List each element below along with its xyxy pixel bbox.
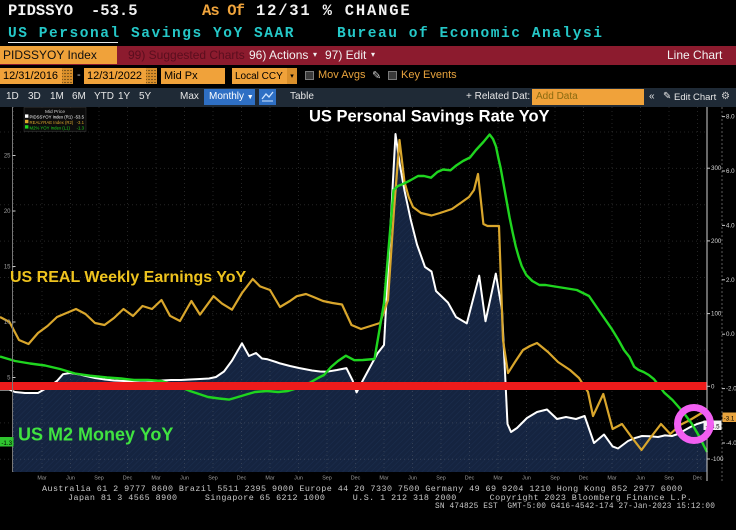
svg-text:-2.0: -2.0 <box>726 386 736 393</box>
svg-text:-3.1: -3.1 <box>724 416 735 423</box>
svg-text:-1.3: -1.3 <box>77 125 85 130</box>
svg-text:Dec: Dec <box>237 476 247 482</box>
svg-text:Sep: Sep <box>94 476 104 482</box>
svg-text:10: 10 <box>4 320 11 326</box>
svg-text:US M2 Money YoY: US M2 Money YoY <box>18 425 173 445</box>
svg-text:0: 0 <box>711 383 715 390</box>
svg-text:6.0: 6.0 <box>726 168 735 175</box>
svg-text:M2% YOY Index (L1): M2% YOY Index (L1) <box>30 125 71 130</box>
svg-text:PIDSSYOY Index (R1): PIDSSYOY Index (R1) <box>30 115 74 120</box>
svg-text:-53.5: -53.5 <box>74 115 84 120</box>
svg-text:-1.3: -1.3 <box>1 440 12 447</box>
svg-text:Dec: Dec <box>465 476 475 482</box>
svg-text:Sep: Sep <box>322 476 332 482</box>
svg-text:8.0: 8.0 <box>726 114 735 121</box>
svg-text:US REAL Weekly Earnings YoY: US REAL Weekly Earnings YoY <box>10 269 247 286</box>
svg-text:Jun: Jun <box>180 476 189 482</box>
svg-text:REALYRAE Index (R2): REALYRAE Index (R2) <box>30 120 74 125</box>
svg-text:Jun: Jun <box>294 476 303 482</box>
svg-text:-100: -100 <box>711 456 724 463</box>
svg-text:Mid Price: Mid Price <box>45 109 65 115</box>
svg-text:Sep: Sep <box>436 476 446 482</box>
svg-text:Sep: Sep <box>664 476 674 482</box>
svg-text:Dec: Dec <box>693 476 703 482</box>
svg-text:Jun: Jun <box>636 476 645 482</box>
svg-text:4.0: 4.0 <box>726 222 735 229</box>
svg-text:5: 5 <box>7 376 11 382</box>
svg-text:2.0: 2.0 <box>726 277 735 284</box>
svg-text:Mar: Mar <box>379 476 388 482</box>
svg-text:-4.0: -4.0 <box>726 440 736 447</box>
svg-text:-3.1: -3.1 <box>77 120 85 125</box>
svg-text:300: 300 <box>711 165 722 172</box>
svg-text:Dec: Dec <box>351 476 361 482</box>
svg-text:Dec: Dec <box>123 476 133 482</box>
svg-text:Dec: Dec <box>579 476 589 482</box>
svg-text:Mar: Mar <box>607 476 616 482</box>
svg-text:US Personal Savings Rate YoY: US Personal Savings Rate YoY <box>309 108 550 126</box>
svg-text:Jun: Jun <box>522 476 531 482</box>
svg-text:Mar: Mar <box>151 476 160 482</box>
svg-text:200: 200 <box>711 238 722 245</box>
svg-text:Jun: Jun <box>408 476 417 482</box>
svg-text:15: 15 <box>4 265 11 271</box>
svg-text:Mar: Mar <box>265 476 274 482</box>
svg-text:Mar: Mar <box>493 476 502 482</box>
svg-text:Mar: Mar <box>37 476 46 482</box>
svg-text:Sep: Sep <box>208 476 218 482</box>
svg-text:100: 100 <box>711 311 722 318</box>
svg-text:0.0: 0.0 <box>726 331 735 338</box>
svg-text:Jun: Jun <box>66 476 75 482</box>
svg-text:20: 20 <box>4 209 11 215</box>
svg-text:25: 25 <box>4 154 11 160</box>
svg-text:Sep: Sep <box>550 476 560 482</box>
